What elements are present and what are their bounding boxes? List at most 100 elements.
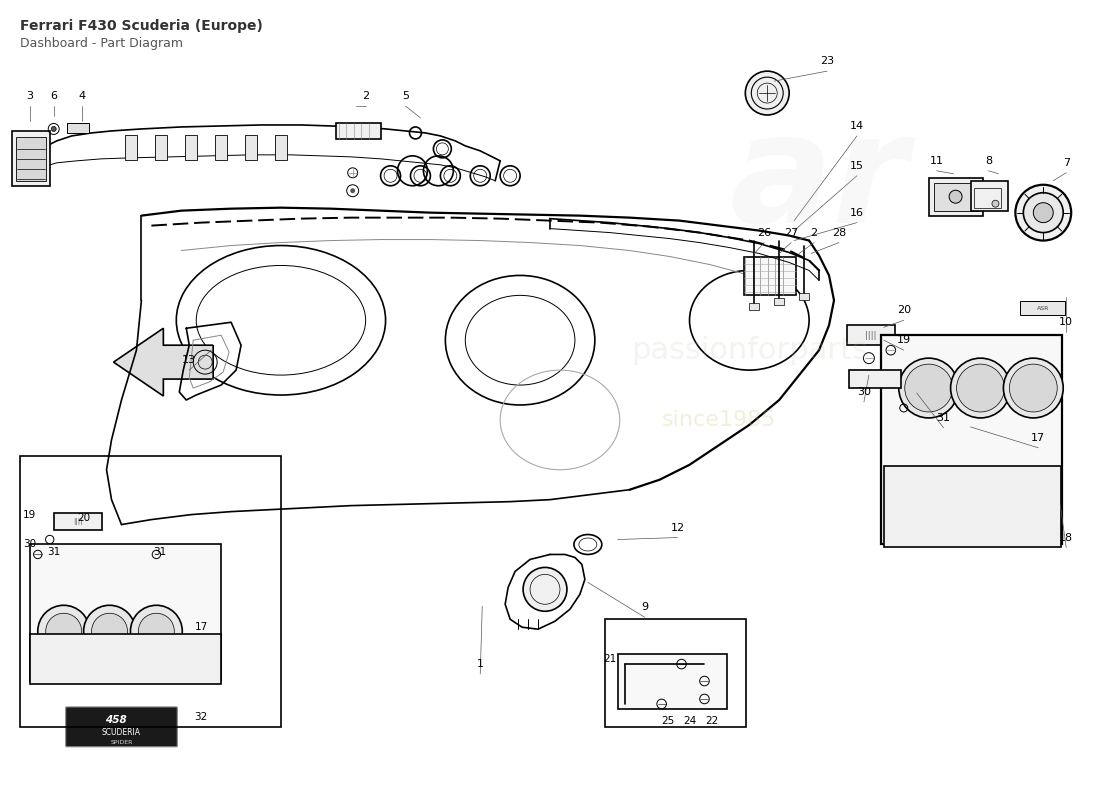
Circle shape — [905, 364, 953, 412]
Text: 15: 15 — [850, 161, 864, 171]
Text: 27: 27 — [784, 227, 799, 238]
Circle shape — [899, 358, 958, 418]
Bar — [970, 181, 1009, 210]
Text: SCUDERIA: SCUDERIA — [102, 728, 141, 738]
Bar — [974, 188, 1001, 208]
Bar — [749, 303, 759, 310]
Circle shape — [46, 614, 81, 649]
Bar — [216, 135, 227, 160]
Bar — [847, 326, 894, 345]
Text: 16: 16 — [850, 208, 864, 218]
Text: 2: 2 — [811, 227, 817, 238]
PathPatch shape — [113, 328, 213, 396]
Circle shape — [992, 200, 999, 207]
Bar — [883, 466, 1062, 547]
Bar — [1021, 302, 1065, 315]
Text: 22: 22 — [705, 716, 718, 726]
Circle shape — [1010, 364, 1057, 412]
Bar — [605, 619, 746, 727]
Bar — [336, 123, 381, 139]
Text: 14: 14 — [850, 121, 864, 131]
Text: 6: 6 — [51, 91, 57, 101]
Bar — [67, 123, 89, 133]
Text: since1985: since1985 — [662, 410, 777, 430]
Bar — [934, 182, 979, 210]
Bar — [30, 543, 221, 681]
Bar — [155, 135, 167, 160]
Text: 30: 30 — [23, 539, 36, 550]
Text: ||||: |||| — [865, 330, 877, 340]
Circle shape — [949, 190, 962, 203]
Circle shape — [139, 614, 174, 649]
Circle shape — [950, 358, 1011, 418]
Text: 8: 8 — [984, 156, 992, 166]
Text: 17: 17 — [195, 622, 208, 632]
Text: 17: 17 — [1031, 433, 1045, 443]
Circle shape — [91, 614, 128, 649]
Circle shape — [524, 567, 567, 611]
Circle shape — [131, 606, 183, 657]
Text: 19: 19 — [23, 510, 36, 520]
Text: Ferrari F430 Scuderia (Europe): Ferrari F430 Scuderia (Europe) — [20, 19, 263, 34]
Circle shape — [957, 364, 1004, 412]
Text: 21: 21 — [603, 654, 616, 664]
Circle shape — [746, 71, 789, 115]
Circle shape — [37, 606, 89, 657]
Bar — [849, 370, 901, 388]
Circle shape — [1003, 358, 1064, 418]
Text: 12: 12 — [671, 522, 684, 533]
Bar — [245, 135, 257, 160]
Text: ||||: |||| — [73, 518, 82, 525]
Bar — [881, 335, 1063, 545]
Bar — [15, 137, 46, 181]
Text: ar: ar — [729, 106, 909, 255]
Circle shape — [1023, 193, 1064, 233]
Bar — [185, 135, 197, 160]
Bar — [20, 456, 281, 727]
Text: 31: 31 — [936, 413, 950, 423]
Bar — [774, 298, 784, 306]
Text: Dashboard - Part Diagram: Dashboard - Part Diagram — [20, 37, 183, 50]
Text: 30: 30 — [857, 387, 871, 397]
Bar — [54, 513, 101, 530]
Text: 11: 11 — [930, 156, 944, 166]
Circle shape — [350, 188, 355, 194]
Bar — [275, 135, 287, 160]
Text: 25: 25 — [661, 716, 674, 726]
Text: passionforparts: passionforparts — [631, 336, 868, 365]
Bar — [928, 178, 983, 216]
Bar — [30, 634, 221, 684]
Text: 10: 10 — [1059, 318, 1074, 327]
FancyBboxPatch shape — [66, 707, 177, 746]
Bar — [799, 294, 810, 300]
Text: 20: 20 — [896, 306, 911, 315]
Text: 5: 5 — [402, 91, 409, 101]
Text: 31: 31 — [153, 547, 166, 558]
Circle shape — [1033, 202, 1053, 222]
Text: 4: 4 — [78, 91, 85, 101]
Text: 23: 23 — [820, 56, 834, 66]
Text: 28: 28 — [832, 227, 846, 238]
Text: 32: 32 — [195, 712, 208, 722]
Text: 18: 18 — [1059, 533, 1074, 542]
Text: 26: 26 — [757, 227, 771, 238]
Text: 19: 19 — [896, 335, 911, 346]
Text: 3: 3 — [26, 91, 33, 101]
Text: 458: 458 — [104, 715, 126, 725]
Text: SPIDER: SPIDER — [110, 740, 133, 746]
Circle shape — [1015, 185, 1071, 241]
Text: 24: 24 — [683, 716, 696, 726]
Circle shape — [84, 606, 135, 657]
Circle shape — [52, 126, 56, 131]
Text: 31: 31 — [47, 547, 60, 558]
Bar — [125, 135, 138, 160]
Text: 7: 7 — [1063, 158, 1070, 168]
Text: ASR: ASR — [1037, 306, 1049, 311]
Text: 2: 2 — [362, 91, 370, 101]
Bar — [745, 258, 796, 295]
Bar — [12, 131, 50, 186]
Bar — [618, 654, 727, 709]
Text: 20: 20 — [77, 513, 90, 522]
Text: 13: 13 — [183, 355, 196, 365]
Text: 9: 9 — [641, 602, 648, 612]
